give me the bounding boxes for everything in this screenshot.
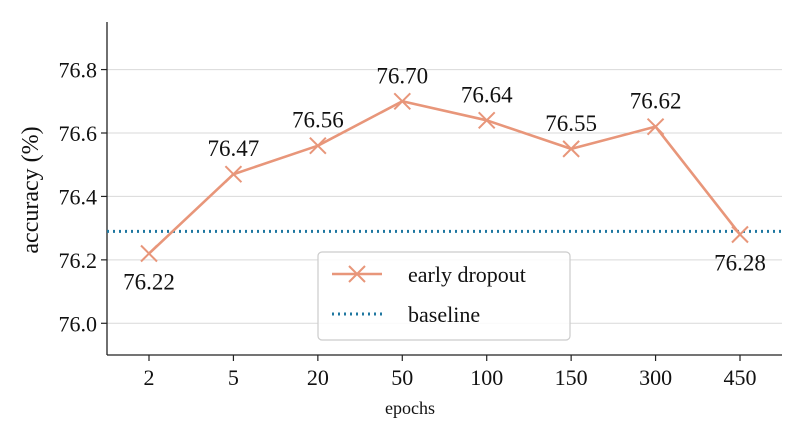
data-label: 76.22 <box>123 270 175 295</box>
legend: early dropout baseline <box>317 251 571 341</box>
data-labels: 76.22 76.47 76.56 76.70 76.64 76.55 76.62 76.28 <box>123 63 766 294</box>
data-point-marker <box>731 225 749 244</box>
x-ticks: 2 5 20 50 100 150 300 450 <box>144 355 757 390</box>
series-line-early-dropout <box>148 99 742 255</box>
data-point-marker <box>562 140 580 158</box>
x-tick-label: 300 <box>639 365 672 390</box>
y-tick-label: 76.8 <box>59 58 98 83</box>
data-point-marker <box>224 165 243 183</box>
legend-swatch-marker <box>348 265 366 283</box>
data-label: 76.56 <box>292 108 344 133</box>
data-label: 76.62 <box>630 89 682 114</box>
y-tick-label: 76.2 <box>59 248 98 273</box>
x-tick-label: 50 <box>391 365 413 390</box>
x-tick-label: 150 <box>555 365 588 390</box>
data-label: 76.47 <box>208 136 260 161</box>
y-tick-label: 76.6 <box>59 121 98 146</box>
data-point-marker <box>646 117 665 136</box>
data-label: 76.64 <box>461 82 513 107</box>
legend-early-dropout-label: early dropout <box>408 262 526 287</box>
y-ticks: 76.0 76.2 76.4 76.6 76.8 <box>59 58 107 336</box>
grid-lines <box>107 69 782 324</box>
x-tick-label: 100 <box>470 365 503 390</box>
x-tick-label: 20 <box>307 365 329 390</box>
data-point-marker <box>478 111 496 130</box>
data-point-marker <box>309 136 327 155</box>
data-point-marker <box>393 92 411 110</box>
y-tick-label: 76.4 <box>59 184 98 209</box>
x-tick-label: 5 <box>228 365 239 390</box>
y-tick-label: 76.0 <box>59 311 98 336</box>
x-tick-label: 450 <box>724 365 757 390</box>
x-tick-label: 2 <box>144 365 155 390</box>
data-label: 76.55 <box>545 111 597 136</box>
data-label: 76.70 <box>376 63 428 88</box>
series-layer <box>140 92 749 263</box>
legend-baseline-label: baseline <box>408 302 480 327</box>
x-axis-title: epochs <box>385 398 435 418</box>
legend-early-dropout-swatch <box>332 265 382 283</box>
y-axis-title: accuracy (%) <box>18 126 44 253</box>
data-label: 76.28 <box>714 250 766 275</box>
axes <box>106 22 782 356</box>
data-point-marker <box>140 244 158 263</box>
